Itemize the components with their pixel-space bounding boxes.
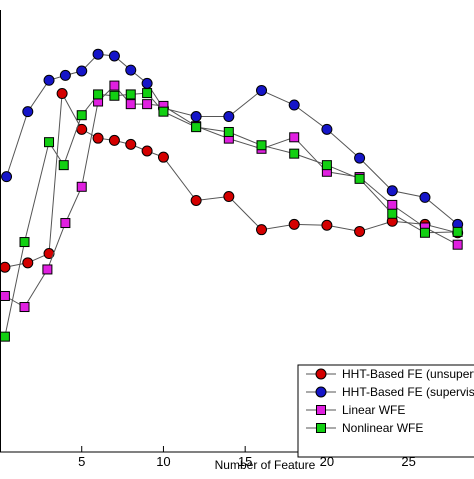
data-point	[141, 145, 153, 157]
data-point	[321, 160, 332, 171]
data-point	[452, 226, 463, 237]
data-point	[0, 261, 11, 273]
data-point	[1, 171, 13, 183]
data-point	[19, 302, 30, 313]
data-point	[354, 225, 366, 237]
data-point	[58, 160, 69, 171]
data-point	[452, 239, 463, 250]
data-point	[43, 74, 55, 86]
data-point	[0, 290, 10, 301]
data-point	[191, 122, 202, 133]
data-point	[108, 134, 120, 146]
legend-marker	[316, 405, 326, 415]
data-point	[109, 80, 120, 91]
legend-entry-2: HHT-Based FE (supervised)	[306, 385, 474, 399]
legend-label: Linear WFE	[342, 403, 405, 417]
legend-entry-1: HHT-Based FE (unsupervised)	[306, 367, 474, 381]
data-point	[56, 88, 68, 100]
data-point	[76, 110, 87, 121]
data-point	[289, 148, 300, 159]
data-point	[125, 64, 137, 76]
axis-layer: 5 10 15 20 25 Number of Feature	[0, 10, 474, 472]
legend-marker	[315, 368, 327, 380]
data-point	[44, 137, 55, 148]
data-point	[109, 90, 120, 101]
data-point	[93, 89, 104, 100]
legend-box	[297, 364, 474, 458]
data-point	[288, 218, 300, 230]
data-point	[76, 65, 88, 77]
data-point	[190, 195, 202, 207]
legend-entry-3: Linear WFE	[306, 403, 405, 417]
data-point	[190, 111, 202, 123]
data-point	[223, 126, 234, 137]
legend-label: HHT-Based FE (supervised)	[342, 385, 474, 399]
data-point	[142, 99, 153, 110]
x-tick-label: 5	[78, 454, 85, 469]
legend-marker	[315, 386, 327, 398]
data-point	[354, 152, 366, 164]
data-point	[92, 48, 104, 60]
legend-label: HHT-Based FE (unsupervised)	[342, 367, 474, 381]
legend: HHT-Based FE (unsupervised) HHT-Based FE…	[297, 364, 474, 458]
data-point	[256, 224, 268, 236]
data-point	[354, 173, 365, 184]
data-point	[0, 331, 10, 342]
data-point	[19, 237, 30, 248]
data-point	[289, 132, 300, 143]
data-point	[419, 191, 431, 203]
data-point	[22, 106, 34, 118]
data-point	[321, 123, 333, 135]
x-tick-label: 25	[401, 454, 415, 469]
data-point	[125, 138, 137, 150]
data-point	[157, 151, 169, 163]
x-tick-label: 10	[156, 454, 170, 469]
data-point	[288, 99, 300, 111]
data-point	[158, 106, 169, 117]
series-1	[0, 88, 464, 273]
x-axis-label: Number of Feature	[215, 458, 316, 472]
x-tick-label: 15	[238, 454, 252, 469]
series-layer	[0, 48, 464, 342]
data-point	[256, 140, 267, 151]
legend-label: Nonlinear WFE	[342, 421, 423, 435]
data-point	[419, 227, 430, 238]
data-point	[42, 264, 53, 275]
data-point	[256, 84, 268, 96]
data-point	[92, 132, 104, 144]
data-point	[59, 69, 71, 81]
data-point	[60, 218, 71, 229]
data-point	[76, 181, 87, 192]
data-point	[387, 199, 398, 210]
legend-entry-4: Nonlinear WFE	[306, 421, 423, 435]
data-point	[321, 219, 333, 231]
legend-marker	[316, 423, 326, 433]
series-4	[0, 88, 463, 342]
data-point	[22, 257, 34, 269]
data-point	[141, 77, 153, 89]
data-point	[386, 185, 398, 197]
data-point	[223, 111, 235, 123]
data-point	[125, 99, 136, 110]
data-point	[125, 89, 136, 100]
data-point	[223, 191, 235, 203]
data-point	[108, 50, 120, 62]
data-point	[387, 208, 398, 219]
x-tick-label: 20	[320, 454, 334, 469]
data-point	[142, 88, 153, 99]
